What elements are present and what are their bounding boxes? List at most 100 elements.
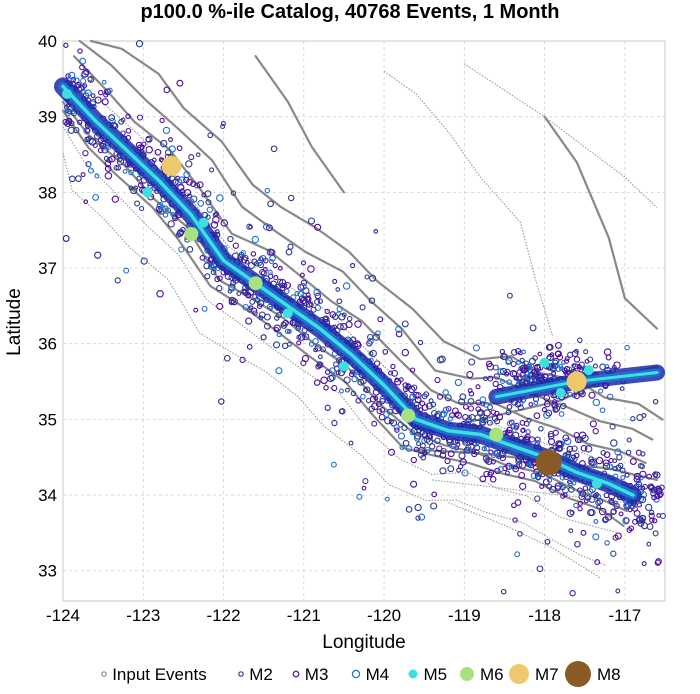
legend-item: M2 (238, 665, 273, 684)
event-marker (362, 478, 369, 485)
event-marker (610, 509, 617, 516)
legend-label: M6 (480, 665, 504, 684)
event-m5 (62, 89, 72, 99)
event-marker (156, 290, 164, 298)
event-marker (210, 221, 219, 229)
event-marker (299, 296, 308, 305)
event-marker (515, 348, 522, 355)
event-marker (619, 467, 626, 474)
event-marker (240, 249, 246, 256)
event-marker (162, 126, 171, 135)
event-marker (595, 499, 601, 506)
event-marker (210, 269, 217, 276)
event-marker (639, 463, 645, 470)
legend: Input Events M2 M3 M4 M5 M6 M7 M8 (101, 661, 621, 687)
event-marker (592, 398, 601, 407)
event-marker (494, 467, 501, 475)
event-marker (519, 482, 527, 490)
event-marker (534, 436, 541, 443)
event-marker (554, 482, 562, 490)
event-marker (439, 452, 447, 459)
event-marker (416, 441, 421, 447)
event-marker (562, 434, 570, 442)
event-marker (178, 246, 185, 253)
event-marker (430, 502, 438, 510)
event-marker (567, 479, 572, 485)
event-marker (551, 371, 557, 376)
event-marker (505, 470, 510, 476)
event-marker (546, 343, 554, 351)
event-marker (559, 402, 567, 410)
event-marker (428, 398, 434, 404)
event-marker (77, 48, 83, 54)
x-tick-label: -124 (46, 606, 80, 625)
event-marker (527, 369, 534, 375)
event-marker (462, 404, 469, 410)
event-marker (558, 411, 565, 417)
event-marker (300, 279, 308, 286)
event-marker (447, 450, 455, 458)
event-marker (486, 419, 493, 426)
event-marker (555, 440, 563, 448)
event-m8 (535, 449, 562, 476)
event-marker (128, 169, 134, 176)
event-marker (176, 79, 184, 87)
event-marker (103, 92, 109, 98)
event-marker (617, 462, 624, 469)
event-m5 (555, 387, 566, 398)
event-marker (638, 475, 644, 481)
event-marker (468, 414, 476, 421)
event-marker (314, 298, 321, 305)
event-marker (529, 324, 537, 332)
event-marker (587, 509, 595, 517)
event-marker (648, 509, 655, 516)
event-marker (324, 308, 330, 315)
event-marker (410, 456, 417, 464)
event-marker (183, 176, 190, 184)
event-marker (287, 243, 294, 250)
event-marker (384, 417, 392, 425)
event-marker (281, 342, 289, 350)
event-marker (163, 86, 171, 94)
event-marker (430, 401, 437, 408)
event-marker (569, 590, 576, 597)
event-marker (588, 391, 596, 399)
event-marker (487, 471, 493, 478)
event-marker (203, 262, 211, 270)
event-marker (376, 408, 383, 415)
event-marker (250, 251, 257, 257)
event-marker (434, 377, 441, 384)
event-marker (313, 288, 321, 297)
event-marker (489, 476, 497, 483)
event-marker (329, 311, 337, 318)
event-marker (64, 120, 72, 127)
event-marker (85, 127, 91, 134)
event-marker (449, 442, 457, 450)
event-marker (473, 448, 480, 456)
event-marker (571, 445, 578, 452)
event-m5 (282, 308, 293, 319)
event-marker (563, 437, 572, 446)
event-marker (252, 293, 258, 300)
event-marker (530, 472, 538, 480)
event-marker (612, 500, 618, 506)
event-marker (188, 154, 195, 161)
event-marker (242, 303, 249, 311)
event-marker (359, 304, 366, 311)
event-marker (524, 433, 531, 441)
event-marker (587, 488, 594, 495)
event-marker (249, 298, 256, 305)
event-marker (159, 117, 165, 124)
event-marker (496, 413, 504, 421)
event-marker (609, 499, 615, 506)
event-marker (260, 334, 267, 341)
event-marker (312, 337, 319, 345)
event-marker (135, 40, 144, 48)
event-marker (640, 518, 646, 524)
event-marker (538, 426, 544, 432)
event-marker (262, 223, 271, 231)
event-marker (88, 138, 97, 146)
event-marker (506, 292, 513, 299)
event-marker (267, 200, 274, 208)
event-marker (641, 413, 647, 418)
